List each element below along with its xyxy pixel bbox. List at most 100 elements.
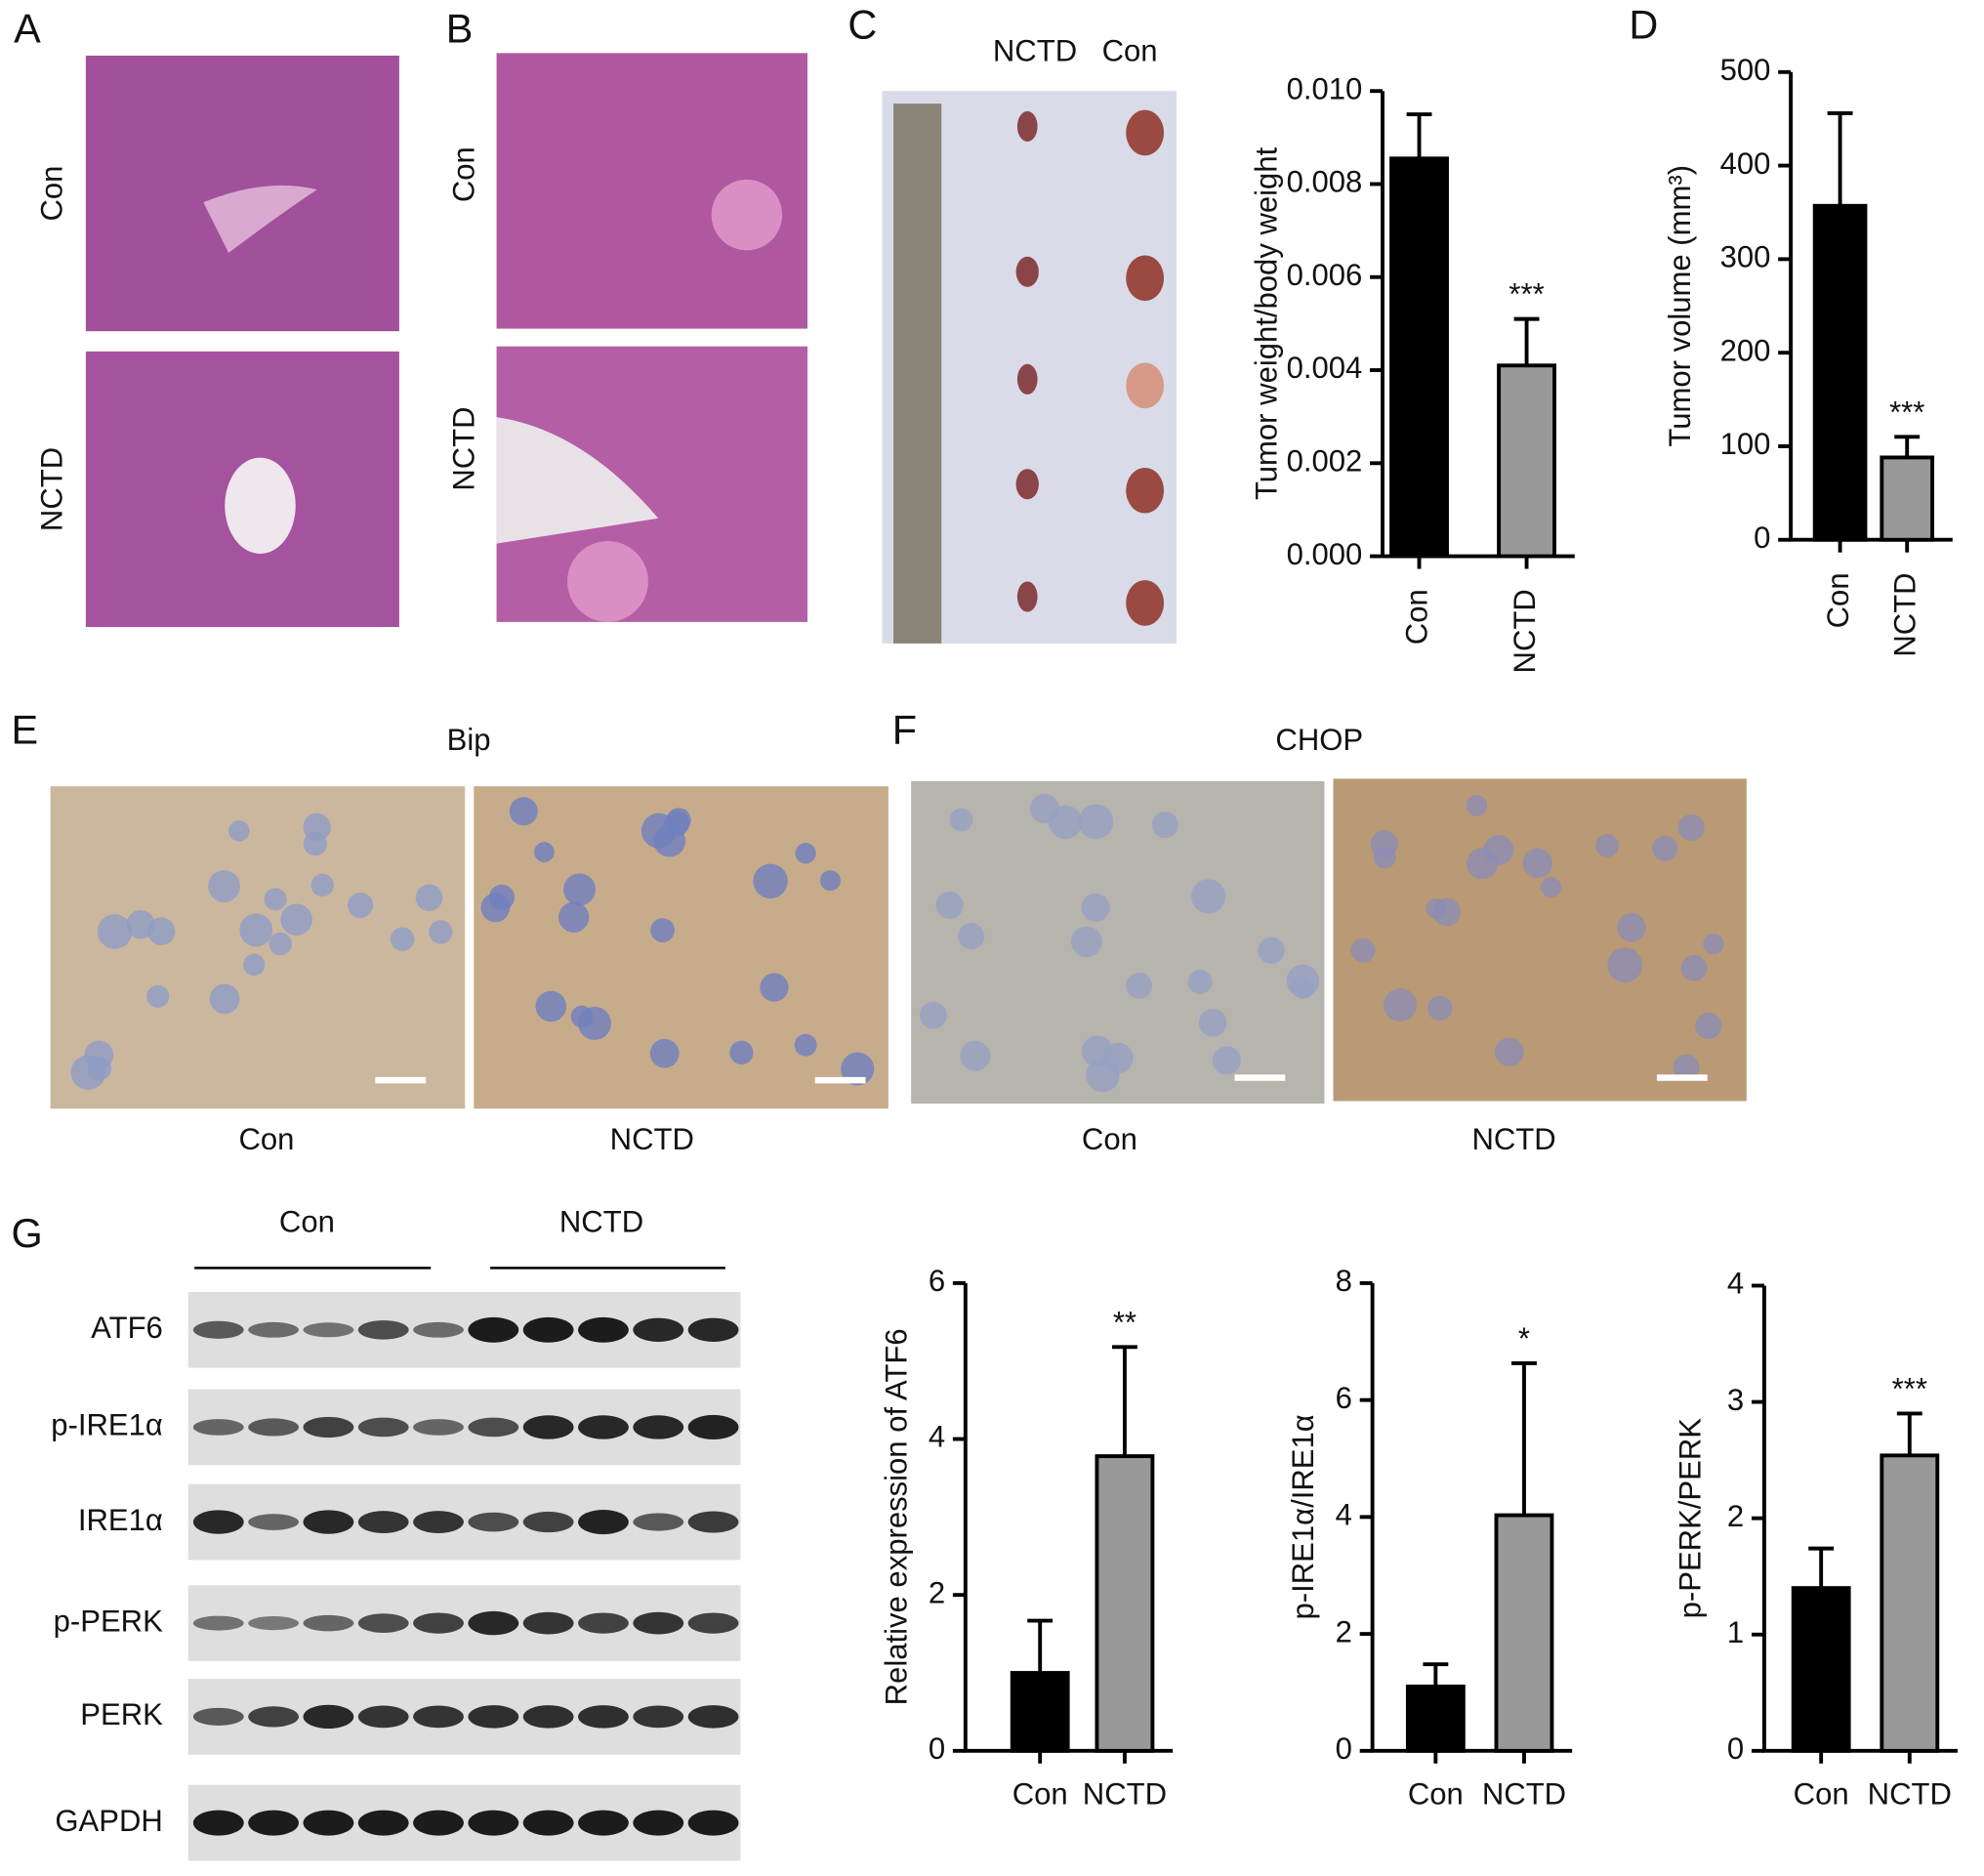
y-axis-label: p-PERK/PERK xyxy=(1673,1418,1707,1619)
nucleus xyxy=(919,1001,947,1029)
nucleus xyxy=(209,983,240,1015)
band xyxy=(522,1415,574,1439)
panel-title: CHOP xyxy=(1275,723,1363,757)
nucleus xyxy=(1292,976,1315,999)
nucleus xyxy=(794,1033,817,1057)
band xyxy=(357,1613,409,1633)
scale-bar xyxy=(1656,1074,1708,1081)
nucleus xyxy=(1258,937,1285,964)
y-axis-label: Tumor weight/body weight xyxy=(1250,146,1284,500)
y-tick-label: 6 xyxy=(1336,1381,1352,1415)
nucleus xyxy=(960,1040,991,1071)
nucleus xyxy=(509,797,538,826)
x-tick-label: NCTD xyxy=(1887,572,1922,656)
vessel xyxy=(203,185,317,253)
band xyxy=(248,1321,299,1338)
y-tick-label: 0 xyxy=(1336,1731,1352,1766)
y-tick-label: 200 xyxy=(1720,333,1771,367)
band xyxy=(468,1810,519,1836)
bar xyxy=(1494,1513,1554,1753)
image-label: Con xyxy=(238,1122,294,1156)
charts: 0.000 0.002 0.004 0.006 0.008 0.010 Tumor weig… xyxy=(879,53,1958,1812)
row-label: NCTD xyxy=(447,406,481,490)
nucleus xyxy=(1466,848,1499,880)
band xyxy=(468,1705,519,1729)
tumor xyxy=(1016,363,1038,395)
y-tick-label: 3 xyxy=(1727,1383,1744,1417)
band xyxy=(248,1418,299,1437)
band xyxy=(633,1513,684,1531)
bar xyxy=(1880,455,1935,542)
band xyxy=(413,1321,464,1338)
nucleus xyxy=(753,863,788,899)
band xyxy=(522,1316,574,1343)
y-axis-label: p-IRE1α/IRE1α xyxy=(1286,1414,1320,1619)
blot-label: ATF6 xyxy=(91,1311,163,1345)
x-tick-label: Con xyxy=(1821,572,1855,628)
y-tick-label: 500 xyxy=(1720,53,1771,87)
nucleus xyxy=(1703,934,1724,955)
x-tick-label: NCTD xyxy=(1482,1777,1566,1812)
panel-title: Bip xyxy=(447,723,491,757)
nucleus xyxy=(534,842,555,862)
nucleus xyxy=(1607,947,1643,983)
band xyxy=(248,1615,299,1631)
band xyxy=(303,1416,354,1438)
nucleus xyxy=(1695,1013,1722,1040)
significance: *** xyxy=(1892,1371,1927,1405)
band xyxy=(522,1810,574,1836)
band xyxy=(357,1810,409,1836)
nucleus xyxy=(650,918,675,942)
bar xyxy=(1389,156,1449,559)
band xyxy=(303,1322,354,1338)
band xyxy=(413,1810,464,1836)
band xyxy=(687,1511,739,1533)
band xyxy=(248,1810,299,1836)
nucleus xyxy=(1350,938,1376,963)
blots: ATF6 p-IRE1α IRE1α p-PERK PERK GAPDH xyxy=(51,1291,741,1861)
band xyxy=(413,1612,464,1634)
nucleus xyxy=(280,903,312,936)
band xyxy=(468,1512,519,1532)
x-tick-label: Con xyxy=(1794,1777,1849,1812)
nucleus xyxy=(958,923,985,950)
nucleus xyxy=(1617,913,1646,942)
x-tick-label: NCTD xyxy=(1508,589,1542,673)
blot-label: IRE1α xyxy=(78,1503,163,1537)
nucleus xyxy=(429,920,453,944)
nucleus xyxy=(480,893,511,923)
band xyxy=(192,1707,244,1726)
row-label: Con xyxy=(35,166,69,222)
nucleus xyxy=(146,984,170,1008)
tumor xyxy=(1016,110,1038,142)
band xyxy=(468,1316,519,1343)
band xyxy=(633,1317,684,1342)
nucleus xyxy=(1086,1058,1120,1093)
group-label: NCTD xyxy=(559,1204,643,1238)
nucleus xyxy=(1081,893,1110,922)
panel-letter: A xyxy=(14,6,41,51)
nucleus xyxy=(1212,1046,1241,1075)
image-label: Con xyxy=(1082,1122,1137,1156)
band xyxy=(633,1611,684,1635)
nucleus xyxy=(239,913,273,947)
scale-bar xyxy=(375,1076,427,1084)
y-tick-label: 4 xyxy=(1336,1498,1352,1532)
nucleus xyxy=(1495,1037,1524,1067)
band xyxy=(578,1810,629,1836)
scale-bar xyxy=(814,1076,866,1084)
band xyxy=(687,1810,739,1836)
image-label: NCTD xyxy=(1472,1122,1556,1156)
nucleus xyxy=(348,892,374,919)
band xyxy=(248,1706,299,1728)
band xyxy=(522,1611,574,1635)
panel-letter: B xyxy=(446,6,474,51)
band xyxy=(578,1612,629,1634)
nucleus xyxy=(663,811,690,837)
nucleus xyxy=(1652,835,1678,861)
nucleus xyxy=(1126,972,1153,999)
band xyxy=(578,1509,629,1535)
nucleus xyxy=(729,1040,754,1064)
nucleus xyxy=(1522,848,1552,879)
